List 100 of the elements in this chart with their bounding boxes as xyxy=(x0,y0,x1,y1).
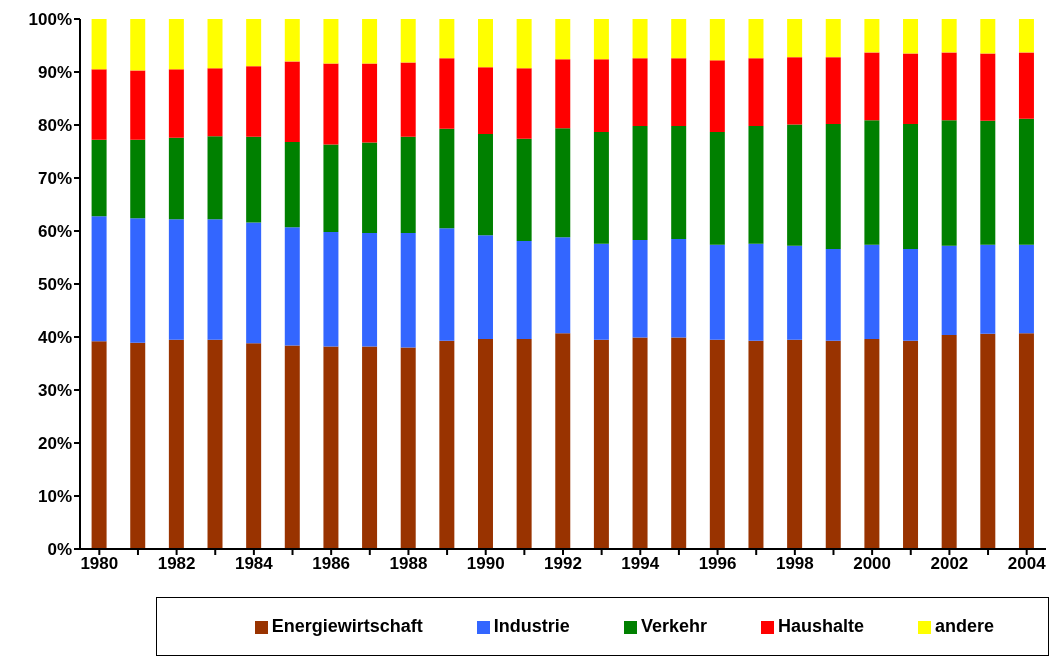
bar xyxy=(941,245,957,335)
bar xyxy=(825,123,841,250)
bar xyxy=(439,228,455,341)
bar xyxy=(671,19,687,59)
bar xyxy=(1018,52,1034,119)
y-tick-label: 100% xyxy=(28,10,72,30)
bar xyxy=(284,227,300,346)
bar xyxy=(864,244,880,340)
legend-label: andere xyxy=(934,616,994,636)
bar xyxy=(130,218,146,343)
bar xyxy=(825,57,841,124)
bar xyxy=(439,340,455,549)
bar xyxy=(709,244,725,340)
bar xyxy=(246,19,262,67)
y-tick-label: 10% xyxy=(37,487,72,507)
bar xyxy=(168,339,184,549)
x-tick-label: 1982 xyxy=(157,554,196,574)
bar xyxy=(516,68,532,139)
bar xyxy=(477,19,493,68)
bar xyxy=(941,120,957,246)
legend-label: Verkehr xyxy=(640,616,707,636)
bar xyxy=(632,19,648,59)
bar xyxy=(439,19,455,59)
bar xyxy=(1018,333,1034,549)
bar xyxy=(91,19,107,70)
bar xyxy=(1018,118,1034,245)
bar xyxy=(787,57,803,125)
bar xyxy=(400,62,416,137)
bar xyxy=(168,137,184,220)
bar xyxy=(709,131,725,245)
bar xyxy=(130,19,146,71)
legend-label: Haushalte xyxy=(777,616,864,636)
bar xyxy=(362,63,378,143)
bar xyxy=(323,63,339,145)
bar xyxy=(400,347,416,549)
bar xyxy=(207,219,223,340)
bar xyxy=(91,69,107,140)
bar xyxy=(207,19,223,69)
bar xyxy=(284,345,300,549)
bar xyxy=(516,339,532,549)
y-tick-label: 50% xyxy=(37,275,72,295)
bar xyxy=(323,19,339,64)
bar xyxy=(903,53,919,124)
bar xyxy=(477,235,493,340)
y-tick-label: 40% xyxy=(37,328,72,348)
bar xyxy=(709,339,725,549)
bar xyxy=(787,124,803,246)
bar xyxy=(980,120,996,245)
bar xyxy=(709,19,725,61)
bar xyxy=(246,66,262,137)
bar xyxy=(246,343,262,549)
x-tick-label: 1998 xyxy=(775,554,814,574)
bar xyxy=(787,245,803,340)
x-tick-label: 2002 xyxy=(930,554,969,574)
y-tick-label: 90% xyxy=(37,63,72,83)
legend-label: Industrie xyxy=(493,616,570,636)
x-tick-label: 1990 xyxy=(466,554,505,574)
y-tick-label: 20% xyxy=(37,434,72,454)
bar xyxy=(439,128,455,229)
y-tick-label: 70% xyxy=(37,169,72,189)
bar xyxy=(207,339,223,549)
x-tick-label: 1992 xyxy=(544,554,582,574)
bar xyxy=(1018,19,1034,53)
bar xyxy=(91,216,107,342)
bar xyxy=(284,61,300,142)
bar xyxy=(748,126,764,244)
bar xyxy=(130,342,146,549)
x-tick-label: 2000 xyxy=(853,554,892,574)
bar xyxy=(284,141,300,228)
bar xyxy=(477,134,493,236)
x-tick-label: 1994 xyxy=(621,554,660,574)
bar xyxy=(323,232,339,347)
bar xyxy=(91,341,107,549)
bar xyxy=(593,131,609,244)
x-tick-label: 1986 xyxy=(312,554,351,574)
bar xyxy=(593,59,609,132)
bar xyxy=(787,19,803,58)
bar xyxy=(980,333,996,549)
bar xyxy=(516,241,532,340)
bar xyxy=(400,233,416,348)
bar xyxy=(864,19,880,53)
bar xyxy=(864,339,880,549)
bar xyxy=(671,58,687,127)
bar xyxy=(323,144,339,233)
bar xyxy=(207,136,223,220)
bar xyxy=(864,52,880,121)
bar xyxy=(632,240,648,338)
bar xyxy=(903,19,919,54)
bar xyxy=(748,340,764,549)
bar xyxy=(980,53,996,121)
bar xyxy=(130,139,146,219)
bar xyxy=(516,138,532,242)
bar xyxy=(516,19,532,69)
bar xyxy=(362,233,378,347)
bar xyxy=(91,139,107,217)
bar xyxy=(284,19,300,62)
bar xyxy=(748,19,764,59)
bar xyxy=(941,52,957,121)
bar xyxy=(400,136,416,234)
bar xyxy=(671,238,687,338)
